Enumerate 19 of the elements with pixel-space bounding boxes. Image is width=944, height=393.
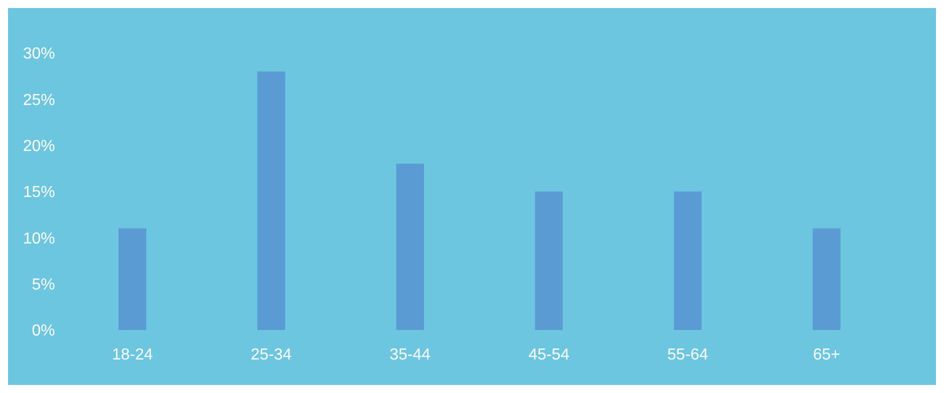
y-tick-label: 10%: [22, 230, 55, 248]
y-tick-label: 20%: [22, 138, 55, 156]
y-tick-label: 15%: [22, 184, 55, 202]
bar: [118, 228, 146, 330]
x-tick-label: 18-24: [112, 346, 153, 364]
bar: [812, 228, 840, 330]
bar: [396, 164, 424, 330]
y-tick-label: 25%: [22, 92, 55, 109]
bar: [257, 71, 286, 330]
x-tick-label: 35-44: [390, 346, 431, 364]
y-tick-label: 5%: [32, 276, 55, 294]
bar: [535, 192, 563, 330]
x-tick-label: 25-34: [250, 346, 292, 364]
x-tick-label: 65+: [813, 346, 840, 364]
y-tick-label: 30%: [22, 46, 55, 63]
x-tick-label: 45-54: [528, 346, 570, 364]
bar: [674, 192, 702, 330]
y-tick-label: 0%: [32, 322, 55, 340]
x-tick-label: 55-64: [667, 346, 708, 364]
